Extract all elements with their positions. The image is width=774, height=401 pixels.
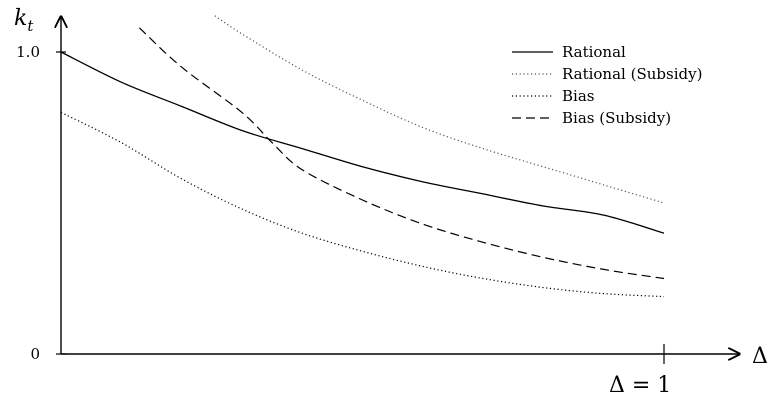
y-axis-label-sub: t: [27, 17, 34, 35]
series-line-3: [60, 111, 665, 298]
y-axis-label: kt: [14, 6, 34, 35]
legend-label-4: Bias (Subsidy): [562, 109, 671, 127]
y-tick-label-0: 0: [30, 345, 40, 363]
series-line-1: [60, 51, 665, 234]
legend-label-2: Rational (Subsidy): [562, 65, 702, 83]
legend: Rational Rational (Subsidy) Bias Bias (Subs…: [512, 43, 702, 127]
y-axis-label-main: k: [14, 6, 27, 31]
y-ticks: 0 1.0: [16, 43, 66, 363]
y-tick-label-1: 1.0: [16, 43, 40, 61]
series-line-4: [138, 27, 665, 280]
series-layer: [60, 15, 665, 298]
series-line-2: [214, 15, 665, 204]
x-axis-label: Δ: [752, 344, 768, 369]
legend-label-3: Bias: [562, 87, 594, 105]
x-end-label: Δ = 1: [609, 373, 671, 398]
legend-label-1: Rational: [562, 43, 626, 61]
